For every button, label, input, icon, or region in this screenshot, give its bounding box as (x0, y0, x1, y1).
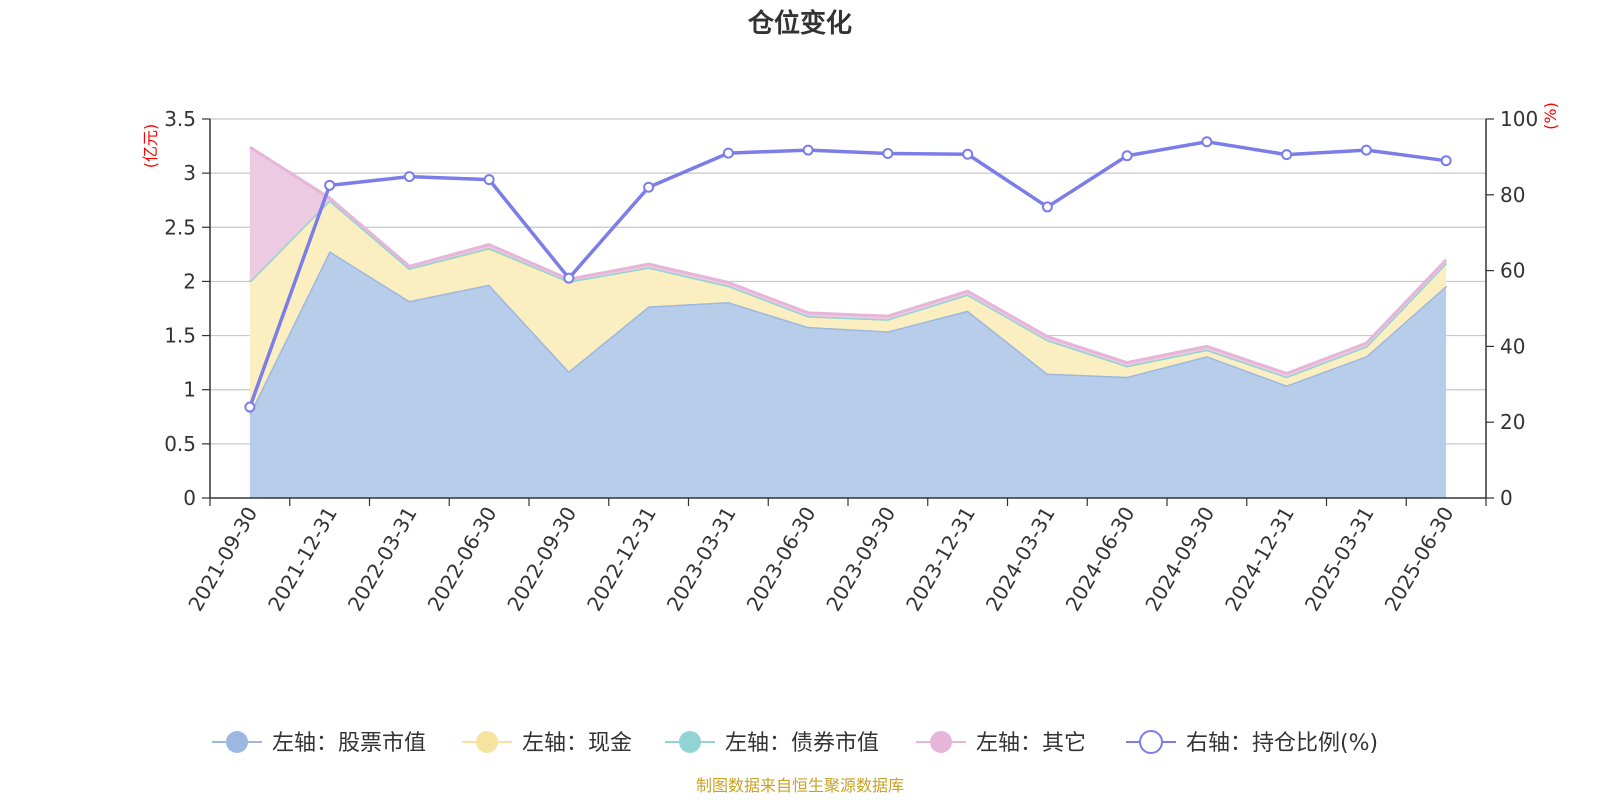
x-axis-tick-label: 2022-09-30 (502, 503, 581, 616)
legend-label: 右轴：持仓比例(%) (1186, 731, 1378, 756)
legend-label: 左轴：债券市值 (725, 731, 879, 756)
left-axis-tick-label: 3.5 (164, 107, 196, 131)
ratio-point-2022-03-31 (403, 171, 415, 183)
right-axis-tick-label: 80 (1500, 183, 1525, 207)
ratio-point-2022-09-30 (563, 272, 575, 284)
x-axis-tick-label: 2022-06-30 (423, 503, 502, 616)
x-axis-tick-label: 2023-09-30 (821, 503, 900, 616)
legend-marker (679, 731, 701, 753)
legend-label: 左轴：现金 (522, 731, 632, 756)
legend-item-3: 左轴：债券市值 (665, 731, 879, 756)
left-axis-unit: (亿元) (141, 124, 160, 169)
left-axis-tick-label: 0 (183, 486, 196, 510)
x-axis-tick-label: 2025-03-31 (1300, 503, 1379, 616)
right-axis-unit: (%) (1541, 102, 1560, 130)
x-axis-tick-label: 2021-12-31 (263, 503, 342, 616)
ratio-point-2024-09-30 (1201, 136, 1213, 148)
legend-marker (476, 731, 498, 753)
ratio-point-2023-09-30 (882, 147, 894, 159)
area-series-4-edge (249, 145, 1448, 375)
x-axis-tick-label: 2021-09-30 (183, 503, 262, 616)
x-axis-tick-label: 2024-06-30 (1061, 503, 1140, 616)
legend-item-2: 左轴：现金 (462, 731, 632, 756)
legend-label: 左轴：股票市值 (272, 731, 426, 756)
legend-item-4: 左轴：其它 (916, 731, 1086, 756)
data-source-note: 制图数据来自恒生聚源数据库 (696, 776, 904, 795)
right-axis-tick-label: 100 (1500, 107, 1538, 131)
ratio-point-2024-12-31 (1281, 149, 1293, 161)
x-axis-tick-label: 2024-09-30 (1140, 503, 1219, 616)
ratio-point-2021-12-31 (324, 179, 336, 191)
right-axis-tick-label: 0 (1500, 486, 1513, 510)
ratio-point-2023-03-31 (722, 147, 734, 159)
x-axis-tick-label: 2024-12-31 (1220, 503, 1299, 616)
holding-ratio-line (244, 136, 1452, 413)
x-axis-tick-label: 2024-03-31 (981, 503, 1060, 616)
ratio-line (248, 139, 1447, 408)
legend-label: 左轴：其它 (976, 731, 1086, 756)
ratio-point-2024-03-31 (1041, 201, 1053, 213)
left-axis-tick-label: 0.5 (164, 432, 196, 456)
legend-item-5: 右轴：持仓比例(%) (1126, 730, 1378, 756)
legend-marker (930, 731, 952, 753)
ratio-point-2023-06-30 (802, 144, 814, 156)
legend: 左轴：股票市值 左轴：现金 左轴：债券市值 左轴：其它 右轴：持仓比例(%) (212, 730, 1378, 756)
right-axis-tick-label: 60 (1500, 259, 1525, 283)
ratio-point-2022-06-30 (483, 174, 495, 186)
left-axis-tick-label: 1 (183, 378, 196, 402)
ratio-point-2022-12-31 (643, 181, 655, 193)
legend-item-1: 左轴：股票市值 (212, 731, 426, 756)
ratio-point-2025-03-31 (1360, 144, 1372, 156)
ratio-point-2025-06-30 (1440, 155, 1452, 167)
right-axis-tick-label: 40 (1500, 334, 1525, 358)
x-axis-tick-label: 2022-03-31 (343, 503, 422, 616)
x-axis-tick-label: 2023-06-30 (742, 503, 821, 616)
left-axis-tick-label: 2 (183, 269, 196, 293)
legend-marker (226, 731, 248, 753)
left-axis-tick-label: 3 (183, 161, 196, 185)
legend-marker (1139, 730, 1163, 754)
right-axis-tick-label: 20 (1500, 410, 1525, 434)
ratio-point-2024-06-30 (1121, 150, 1133, 162)
area-series-1 (249, 251, 1447, 498)
ratio-point-2021-09-30 (244, 401, 256, 413)
stacked-areas (248, 145, 1448, 498)
x-axis-tick-label: 2023-12-31 (901, 503, 980, 616)
left-axis-tick-label: 2.5 (164, 215, 196, 239)
x-axis-tick-label: 2023-03-31 (662, 503, 741, 616)
x-axis-tick-label: 2025-06-30 (1380, 503, 1459, 616)
ratio-point-2023-12-31 (962, 148, 974, 160)
left-axis-tick-label: 1.5 (164, 324, 196, 348)
chart-title: 仓位变化 (747, 8, 852, 39)
x-axis-tick-label: 2022-12-31 (582, 503, 661, 616)
